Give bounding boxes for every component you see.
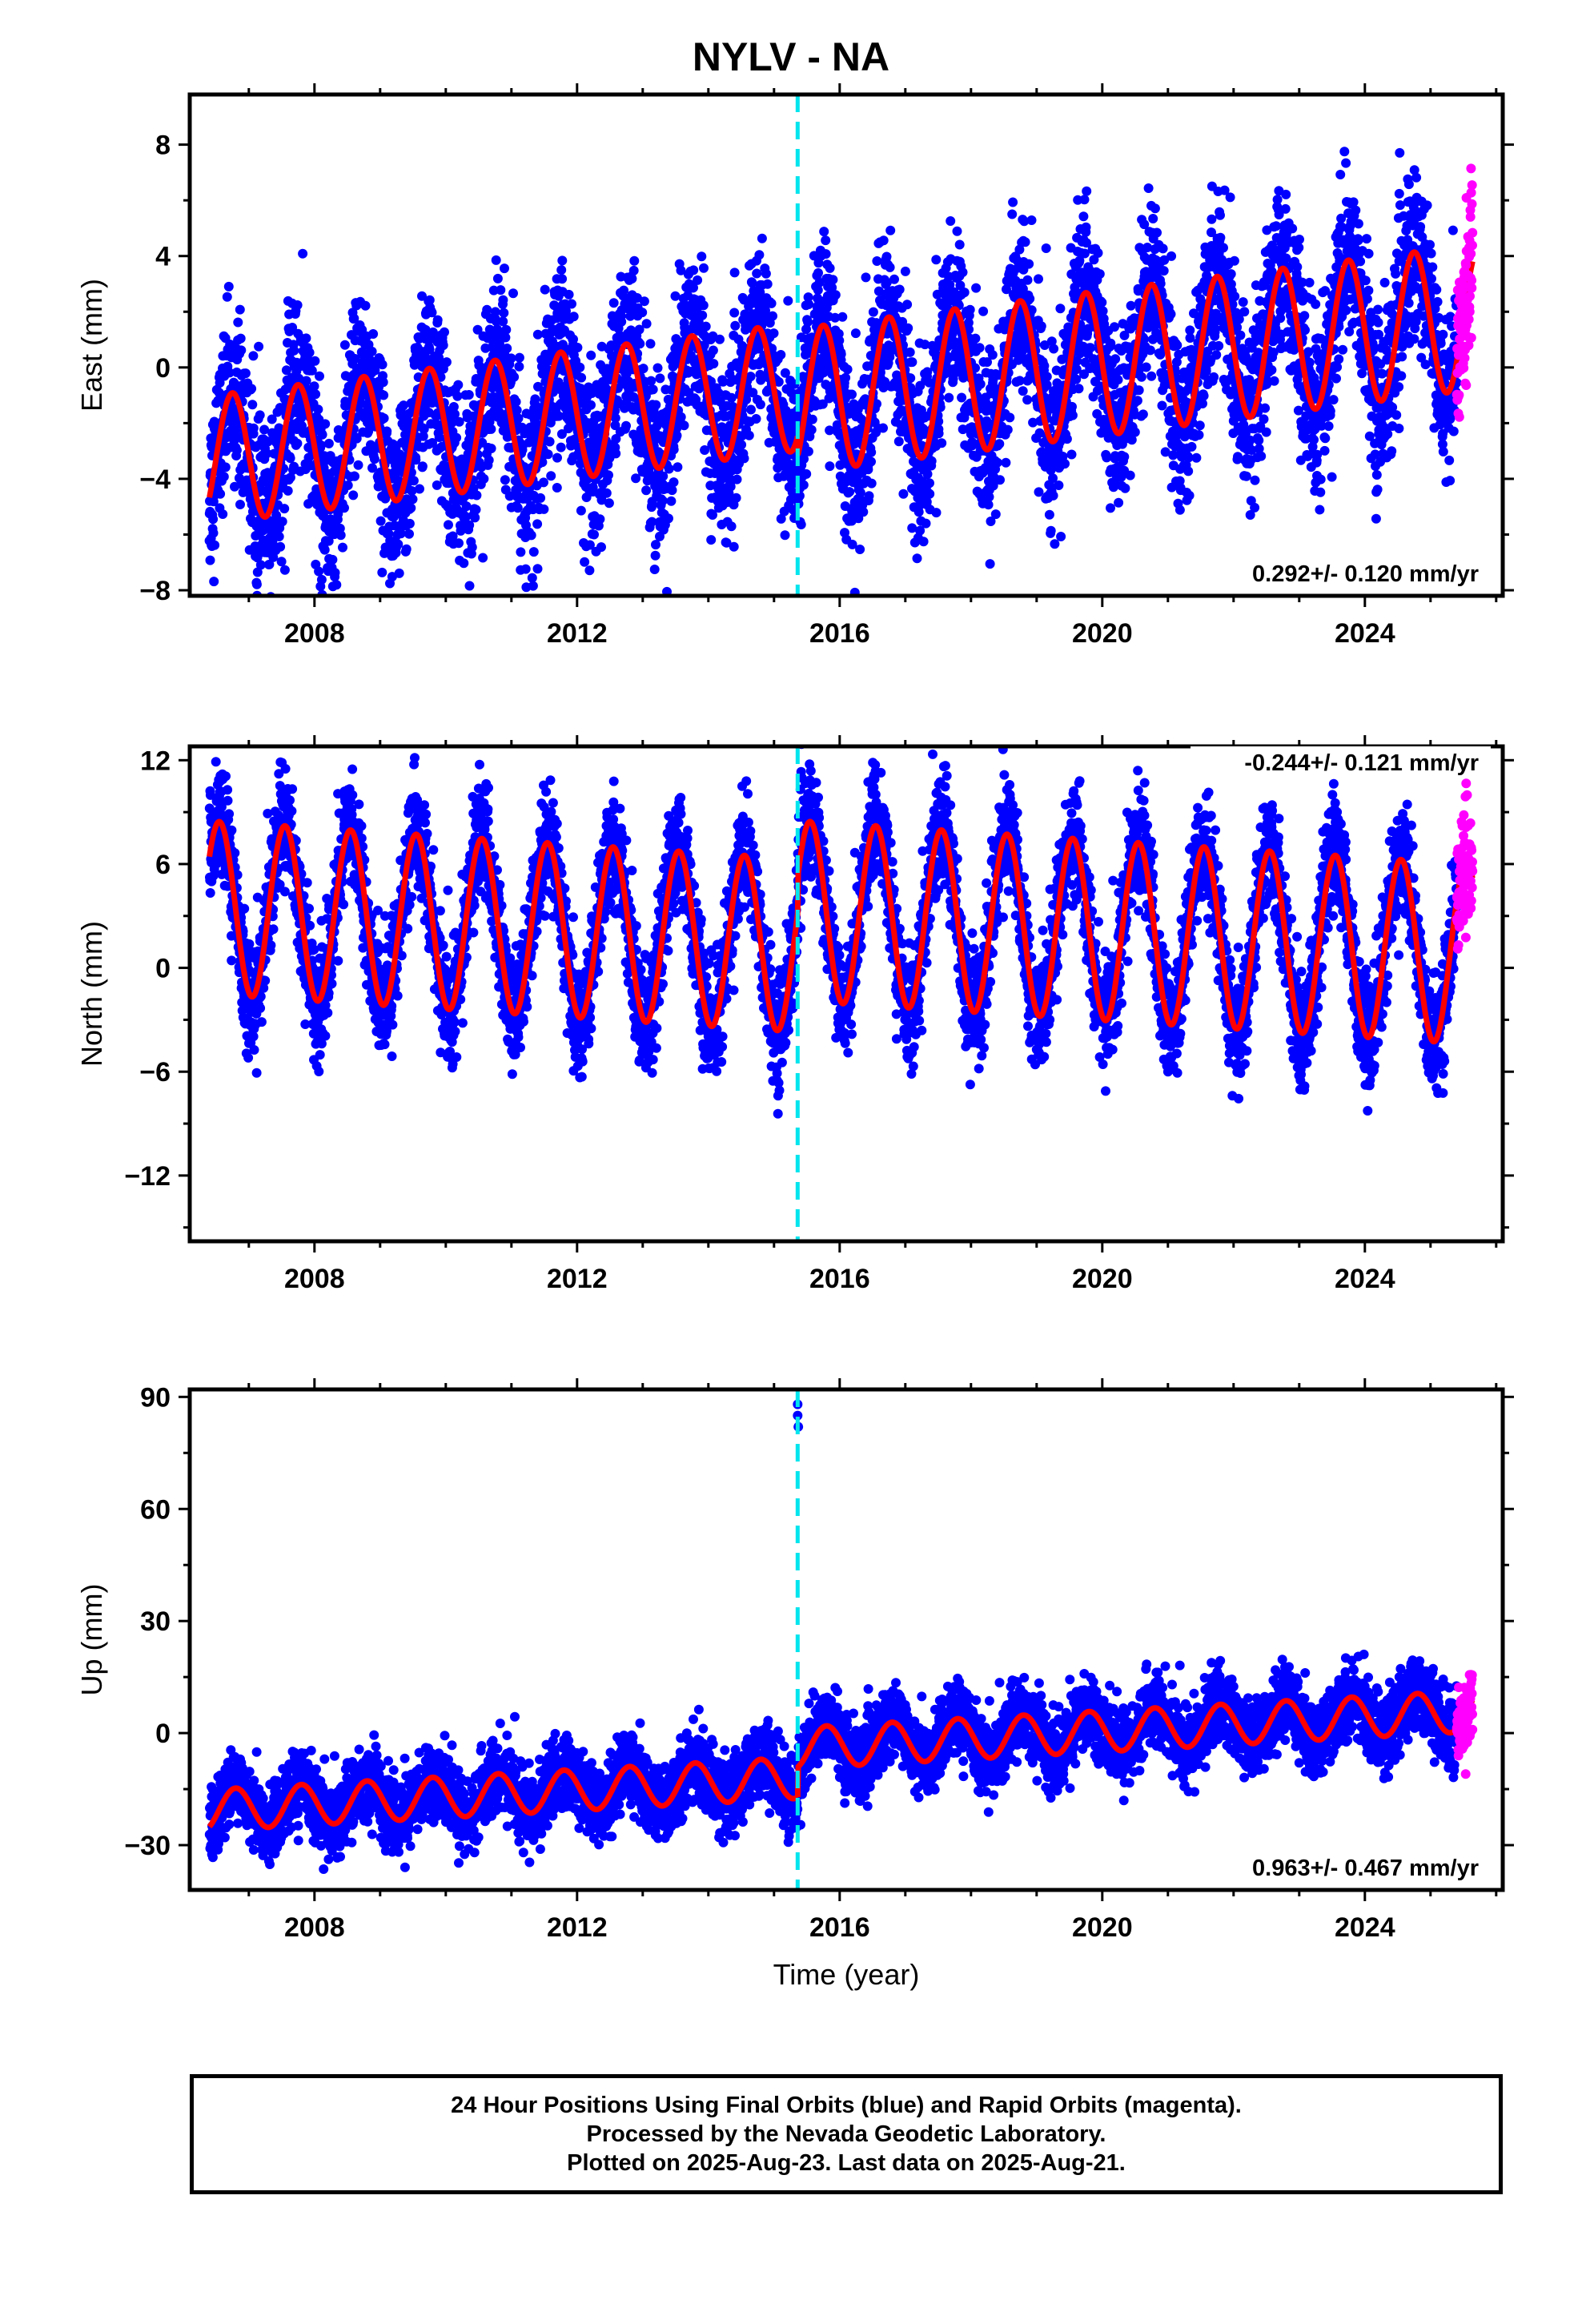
x-tick-label: 2020: [1072, 618, 1133, 649]
data-points: [205, 1400, 1462, 1874]
y-tick-label: 8: [155, 131, 171, 161]
caption-line-3: Plotted on 2025-Aug-23. Last data on 202…: [567, 2149, 1126, 2177]
y-tick-label: 30: [140, 1606, 171, 1637]
y-tick-label: −30: [124, 1831, 171, 1861]
y-tick-label: 4: [155, 242, 171, 272]
y-axis-title: East (mm): [75, 279, 108, 412]
y-tick-label: −4: [139, 464, 171, 495]
plot-area: [205, 1400, 1477, 1874]
data-points: [205, 739, 1462, 1119]
x-tick-label: 2024: [1335, 1264, 1395, 1294]
caption-line-1: 24 Hour Positions Using Final Orbits (bl…: [451, 2091, 1242, 2120]
x-tick-label: 2016: [809, 618, 870, 649]
x-tick-label: 2020: [1072, 1264, 1133, 1294]
x-tick-label: 2020: [1072, 1912, 1133, 1943]
y-axis-title: North (mm): [75, 921, 108, 1067]
y-tick-label: −8: [139, 576, 171, 606]
panel-up: 2008 2012 2016 2020 2024 −30 0 30 60 90 Up (mm) Tim…: [75, 1378, 1514, 1991]
y-tick-label: 90: [140, 1382, 171, 1413]
x-tick-label: 2016: [809, 1264, 870, 1294]
x-tick-label: 2008: [284, 618, 345, 649]
rate-label: 0.292+/- 0.120 mm/yr: [1252, 561, 1479, 587]
panel-east: 2008 2012 2016 2020 2024 −8 −4 0 4 8 East (mm) 0.29…: [75, 83, 1514, 649]
x-axis-title: Time (year): [773, 1958, 920, 1991]
final-orbit-points: [205, 1650, 1462, 1874]
rapid-orbit-points: [1452, 753, 1478, 953]
final-orbit-points: [205, 739, 1462, 1119]
rate-label: 0.963+/- 0.467 mm/yr: [1252, 1856, 1479, 1881]
y-axis-title: Up (mm): [75, 1584, 108, 1696]
rate-label: -0.244+/- 0.121 mm/yr: [1244, 750, 1479, 776]
x-tick-label: 2008: [284, 1264, 345, 1294]
x-tick-label: 2024: [1335, 618, 1395, 649]
x-tick-label: 2008: [284, 1912, 345, 1943]
x-tick-label: 2012: [547, 618, 608, 649]
y-tick-label: 60: [140, 1494, 171, 1525]
plot-area: [205, 739, 1477, 1119]
x-tick-label: 2012: [547, 1264, 608, 1294]
y-tick-label: 0: [155, 954, 171, 984]
y-tick-label: −12: [124, 1161, 171, 1192]
y-tick-label: 0: [155, 353, 171, 384]
y-tick-label: 0: [155, 1719, 171, 1749]
caption-box: 24 Hour Positions Using Final Orbits (bl…: [190, 2074, 1503, 2194]
panel-north: 2008 2012 2016 2020 2024 −12 −6 0 6 12 North (mm) -…: [75, 735, 1514, 1294]
x-tick-label: 2024: [1335, 1912, 1395, 1943]
x-tick-label: 2016: [809, 1912, 870, 1943]
y-tick-label: −6: [139, 1057, 171, 1088]
caption-line-2: Processed by the Nevada Geodetic Laborat…: [587, 2120, 1106, 2149]
x-tick-label: 2012: [547, 1912, 608, 1943]
y-tick-label: 12: [140, 746, 171, 776]
y-tick-label: 6: [155, 850, 171, 880]
